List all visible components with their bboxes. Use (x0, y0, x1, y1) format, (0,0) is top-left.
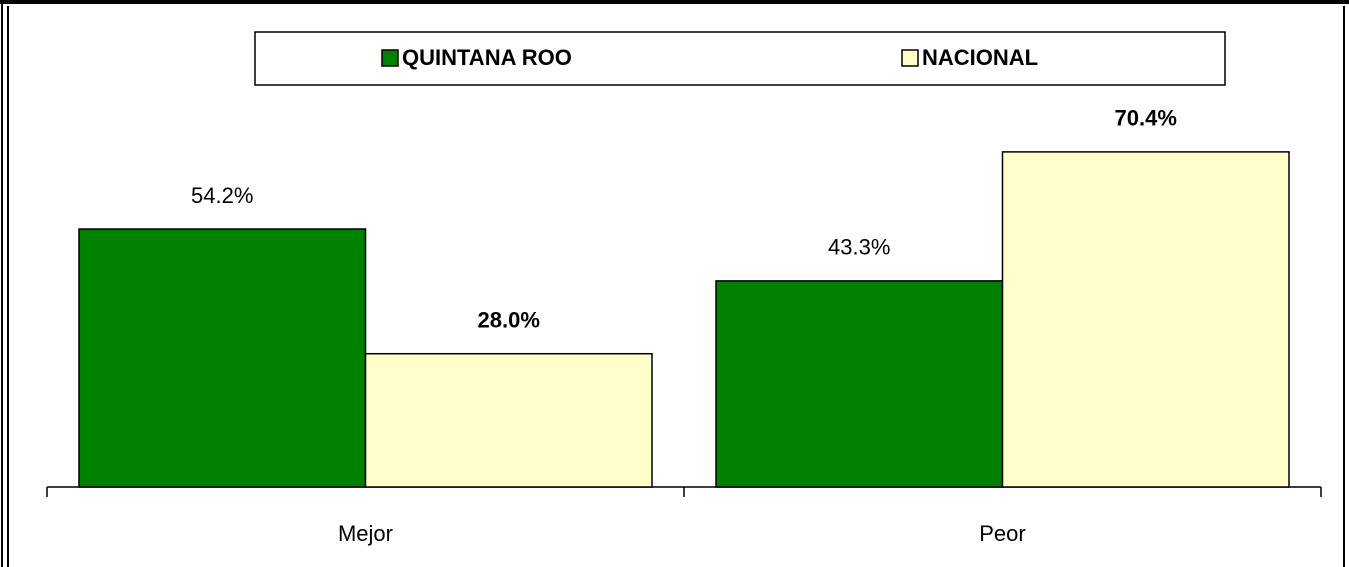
legend-box (254, 31, 1226, 86)
x-tick-label: Peor (979, 521, 1025, 546)
data-label: 43.3% (828, 235, 890, 260)
bar (715, 280, 1004, 488)
data-label: 28.0% (478, 308, 540, 333)
data-label: 54.2% (191, 183, 253, 208)
bar (364, 352, 653, 488)
bar (78, 228, 367, 488)
legend-label: QUINTANA ROO (402, 45, 572, 70)
legend-swatch (901, 49, 919, 67)
legend-label: NACIONAL (922, 45, 1038, 70)
x-tick-label: Mejor (338, 521, 393, 546)
data-label: 70.4% (1115, 106, 1177, 131)
legend-swatch (381, 49, 399, 67)
bar (1001, 151, 1290, 488)
